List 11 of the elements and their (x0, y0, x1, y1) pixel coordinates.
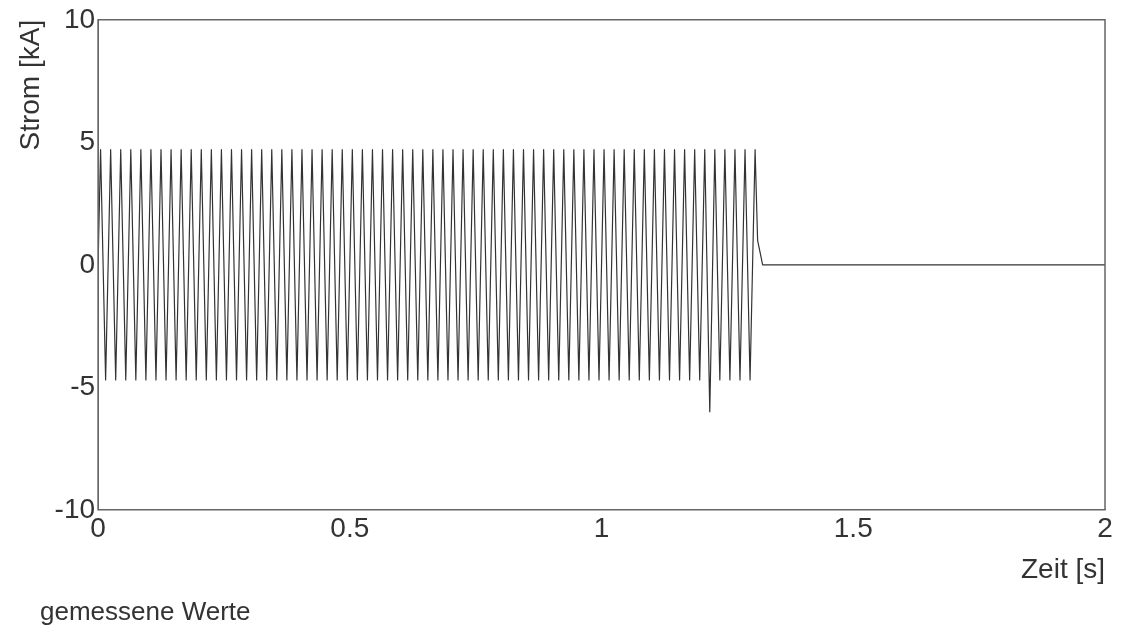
x-axis-title: Zeit [s] (1020, 552, 1105, 584)
y-tick-label: 10 (63, 2, 96, 34)
y-tick-label: 5 (79, 125, 96, 157)
y-axis-title: Strom [kA] (13, 19, 45, 151)
y-tick-label: -5 (70, 370, 96, 402)
x-tick-label: 0.5 (330, 512, 370, 544)
x-tick-label: 2 (1097, 512, 1113, 544)
y-tick-label: 0 (79, 247, 96, 279)
text: gemessene Werte (40, 596, 251, 627)
x-tick-label: 1.5 (833, 512, 873, 544)
x-tick-label: 1 (593, 512, 610, 544)
